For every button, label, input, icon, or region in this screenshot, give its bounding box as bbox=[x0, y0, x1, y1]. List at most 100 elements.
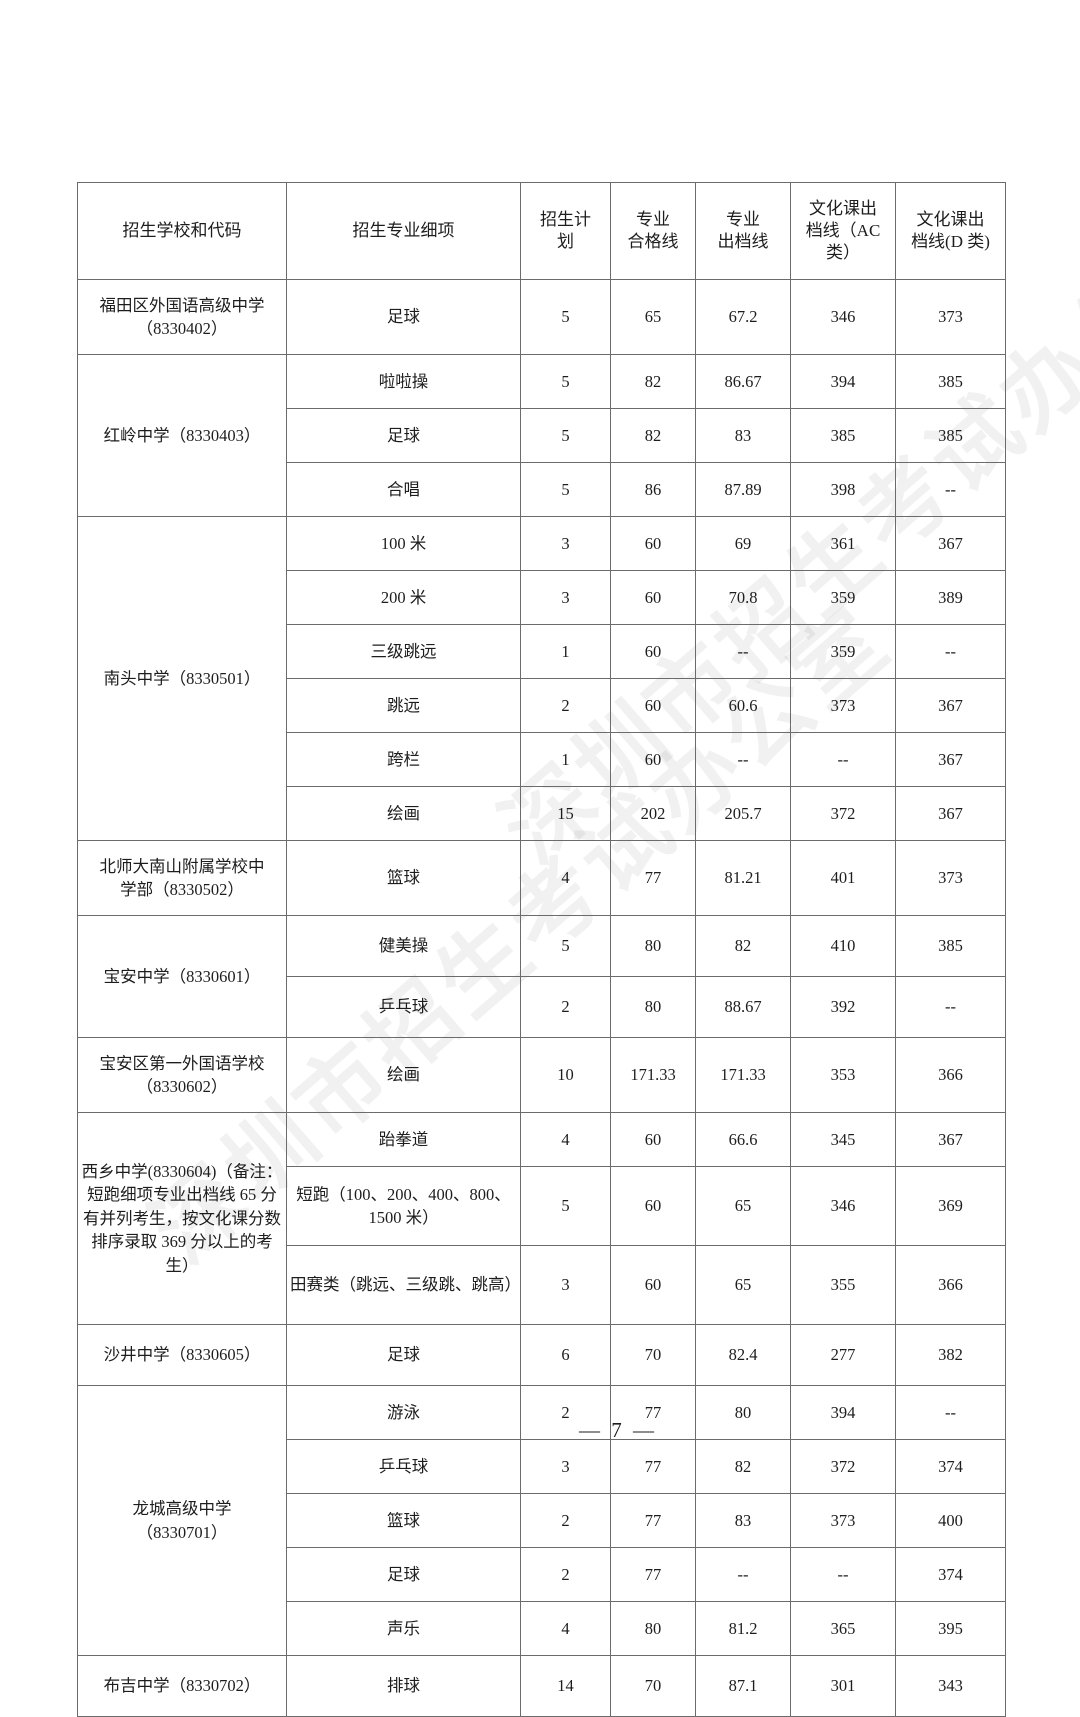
table-row: 沙井中学（8330605） 足球 6 70 82.4 277 382 bbox=[77, 1324, 1006, 1386]
culture-d-cell: 366 bbox=[895, 1245, 1006, 1325]
cut-line-cell: 171.33 bbox=[695, 1037, 791, 1113]
plan-cell: 4 bbox=[520, 840, 611, 916]
pass-line-cell: 70 bbox=[610, 1324, 696, 1386]
plan-cell: 4 bbox=[520, 1112, 611, 1167]
column-header-pass-line1: 专业 bbox=[636, 209, 670, 229]
school-name-cell: 宝安中学（8330601） bbox=[77, 915, 287, 1038]
major-cell: 田赛类（跳远、三级跳、跳高） bbox=[286, 1245, 521, 1325]
culture-d-cell: 367 bbox=[895, 1112, 1006, 1167]
plan-cell: 5 bbox=[520, 354, 611, 409]
culture-ac-cell: 372 bbox=[790, 1439, 896, 1494]
culture-d-cell: 374 bbox=[895, 1547, 1006, 1602]
table-row: 合唱 5 86 87.89 398 -- bbox=[78, 462, 1006, 517]
major-cell: 足球 bbox=[286, 1547, 521, 1602]
table-row: 绘画 15 202 205.7 372 367 bbox=[78, 786, 1006, 841]
empty-value-dash: -- bbox=[737, 641, 749, 661]
column-header-ac-line2: 档线（AC bbox=[805, 220, 881, 240]
major-cell: 啦啦操 bbox=[286, 354, 521, 409]
plan-cell: 5 bbox=[520, 462, 611, 517]
cut-line-cell: 65 bbox=[695, 1166, 791, 1246]
table-row: 宝安中学（8330601） 健美操 5 80 82 410 385 bbox=[77, 915, 1006, 1038]
cut-line-cell: 82.4 bbox=[695, 1324, 791, 1386]
cut-line-cell: 83 bbox=[695, 408, 791, 463]
cut-line-cell: 88.67 bbox=[695, 976, 791, 1038]
pass-line-cell: 77 bbox=[610, 1385, 696, 1440]
table-body: 福田区外国语高级中学 （8330402） 足球 5 65 67.2 346 373 红岭中学（8… bbox=[77, 279, 1006, 1717]
major-cell: 绘画 bbox=[286, 786, 521, 841]
cut-line-cell: 70.8 bbox=[695, 570, 791, 625]
school-name-line2: （8330402） bbox=[136, 319, 228, 338]
culture-d-cell: 366 bbox=[895, 1037, 1006, 1113]
culture-d-cell: 385 bbox=[895, 354, 1006, 409]
cut-line-cell: 86.67 bbox=[695, 354, 791, 409]
major-cell: 200 米 bbox=[286, 570, 521, 625]
plan-cell: 3 bbox=[520, 516, 611, 571]
pass-line-cell: 60 bbox=[610, 732, 696, 787]
culture-d-cell: 367 bbox=[895, 678, 1006, 733]
plan-cell: 5 bbox=[520, 1166, 611, 1246]
major-cell: 篮球 bbox=[286, 840, 521, 916]
culture-d-cell: 373 bbox=[895, 840, 1006, 916]
major-cell: 跳远 bbox=[286, 678, 521, 733]
school-name-line2: 学部（8330502） bbox=[120, 880, 244, 899]
culture-d-cell: 385 bbox=[895, 408, 1006, 463]
document-page: 招生学校和代码 招生专业细项 招生计 划 专业 合格线 专业 出档线 文化课出 … bbox=[77, 182, 1006, 1717]
culture-ac-cell: -- bbox=[790, 1547, 896, 1602]
major-cell: 足球 bbox=[286, 1324, 521, 1386]
cut-line-cell: 82 bbox=[695, 915, 791, 977]
column-header-plan-line1: 招生计 bbox=[540, 209, 591, 229]
column-header-d-line1: 文化课出 bbox=[916, 209, 985, 229]
major-cell: 绘画 bbox=[286, 1037, 521, 1113]
column-header-plan: 招生计 划 bbox=[520, 182, 611, 280]
culture-d-cell: 389 bbox=[895, 570, 1006, 625]
school-name-cell: 沙井中学（8330605） bbox=[77, 1324, 287, 1386]
culture-ac-cell: 373 bbox=[790, 678, 896, 733]
plan-cell: 2 bbox=[520, 678, 611, 733]
plan-cell: 2 bbox=[520, 976, 611, 1038]
cut-line-cell: 65 bbox=[695, 1245, 791, 1325]
empty-value-dash: -- bbox=[737, 749, 749, 769]
major-cell: 足球 bbox=[286, 279, 521, 355]
culture-ac-cell: 359 bbox=[790, 570, 896, 625]
column-header-major: 招生专业细项 bbox=[286, 182, 521, 280]
pass-line-cell: 60 bbox=[610, 570, 696, 625]
cut-line-cell: -- bbox=[695, 732, 791, 787]
column-header-d-line2: 档线(D 类) bbox=[911, 232, 990, 251]
cut-line-cell: 82 bbox=[695, 1439, 791, 1494]
school-name-line1: 龙城高级中学 bbox=[132, 1499, 232, 1519]
school-name-line1: 宝安区第一外国语学校 bbox=[99, 1053, 265, 1073]
school-name-cell: 布吉中学（8330702） bbox=[77, 1655, 287, 1717]
cut-line-cell: 69 bbox=[695, 516, 791, 571]
school-name-line1: 福田区外国语高级中学 bbox=[99, 295, 265, 315]
school-name-line1: 北师大南山附属学校中 bbox=[99, 856, 265, 876]
major-cell: 排球 bbox=[286, 1655, 521, 1717]
major-cell: 短跑（100、200、400、800、1500 米） bbox=[286, 1166, 521, 1246]
column-header-plan-line2: 划 bbox=[557, 232, 574, 251]
cut-line-cell: 81.2 bbox=[695, 1601, 791, 1656]
culture-d-cell: -- bbox=[895, 624, 1006, 679]
column-header-culture-ac: 文化课出 档线（AC 类） bbox=[790, 182, 896, 280]
culture-ac-cell: 361 bbox=[790, 516, 896, 571]
culture-ac-cell: 346 bbox=[790, 1166, 896, 1246]
plan-cell: 6 bbox=[520, 1324, 611, 1386]
column-header-culture-d: 文化课出 档线(D 类) bbox=[895, 182, 1006, 280]
school-name-line2: （8330701） bbox=[136, 1522, 228, 1542]
culture-ac-cell: 372 bbox=[790, 786, 896, 841]
table-row: 足球 5 82 83 385 385 bbox=[78, 408, 1006, 463]
column-header-ac-line1: 文化课出 bbox=[809, 198, 877, 218]
culture-ac-cell: 392 bbox=[790, 976, 896, 1038]
culture-ac-cell: 401 bbox=[790, 840, 896, 916]
table-row: 跳远 2 60 60.6 373 367 bbox=[78, 678, 1006, 733]
major-cell: 乒乓球 bbox=[286, 1439, 521, 1494]
plan-cell: 5 bbox=[520, 915, 611, 977]
admission-score-table: 招生学校和代码 招生专业细项 招生计 划 专业 合格线 专业 出档线 文化课出 … bbox=[77, 182, 1006, 1717]
pass-line-cell: 70 bbox=[610, 1655, 696, 1717]
cut-line-cell: 67.2 bbox=[695, 279, 791, 355]
table-header-row: 招生学校和代码 招生专业细项 招生计 划 专业 合格线 专业 出档线 文化课出 … bbox=[77, 182, 1006, 280]
empty-value-dash: -- bbox=[945, 997, 956, 1017]
culture-d-cell: 382 bbox=[895, 1324, 1006, 1386]
culture-d-cell: -- bbox=[895, 976, 1006, 1038]
pass-line-cell: 82 bbox=[610, 408, 696, 463]
school-name-cell: 南头中学（8330501） bbox=[77, 516, 287, 841]
empty-value-dash: -- bbox=[945, 1402, 956, 1422]
